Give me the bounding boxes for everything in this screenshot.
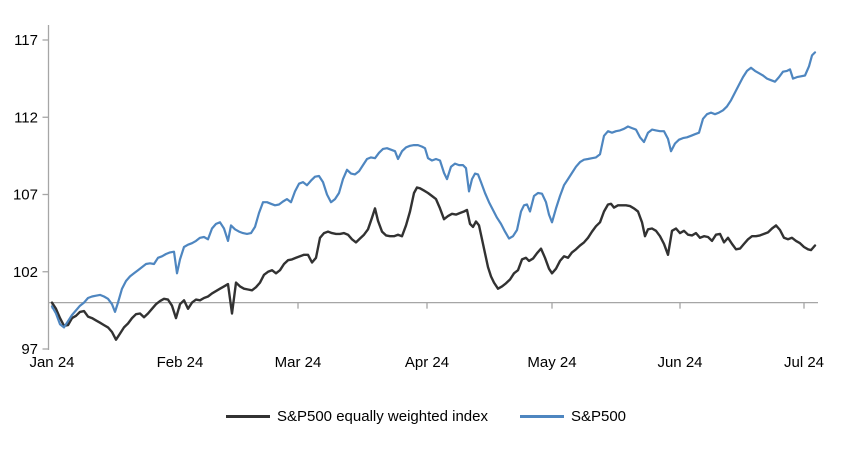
chart-legend: S&P500 equally weighted index S&P500 (0, 408, 852, 425)
x-tick-label: Apr 24 (405, 354, 449, 371)
sp500-line (50, 51, 817, 329)
y-tick-label: 112 (14, 109, 38, 126)
legend-swatch-equal-weight (225, 415, 270, 418)
x-tick-label: Jan 24 (29, 354, 74, 371)
equal-weighted-index-line (50, 186, 817, 341)
legend-swatch-sp500 (519, 415, 564, 418)
x-tick-label: Jul 24 (784, 354, 824, 371)
x-tick-label: May 24 (527, 354, 576, 371)
y-tick-label: 102 (13, 264, 38, 281)
y-tick-label: 107 (13, 187, 38, 204)
legend-item-equal-weight: S&P500 equally weighted index (225, 408, 488, 425)
y-tick-label: 97 (21, 341, 38, 358)
legend-item-sp500: S&P500 (519, 408, 627, 425)
x-tick-label: Feb 24 (157, 354, 204, 371)
legend-label-equal-weight: S&P500 equally weighted index (276, 408, 488, 425)
y-tick-label: 117 (14, 32, 38, 49)
legend-label-sp500: S&P500 (570, 408, 627, 425)
x-tick-label: Mar 24 (275, 354, 322, 371)
x-tick-label: Jun 24 (657, 354, 702, 371)
